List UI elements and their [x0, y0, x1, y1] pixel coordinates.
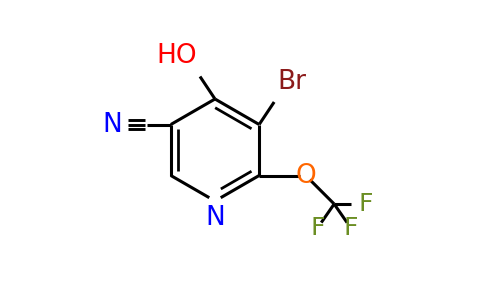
Text: F: F: [358, 192, 373, 216]
Text: F: F: [310, 216, 325, 240]
Text: F: F: [344, 216, 358, 240]
Text: O: O: [295, 163, 316, 188]
Text: N: N: [205, 205, 225, 231]
Text: N: N: [102, 112, 121, 137]
Text: HO: HO: [156, 43, 197, 69]
Text: Br: Br: [277, 68, 306, 94]
